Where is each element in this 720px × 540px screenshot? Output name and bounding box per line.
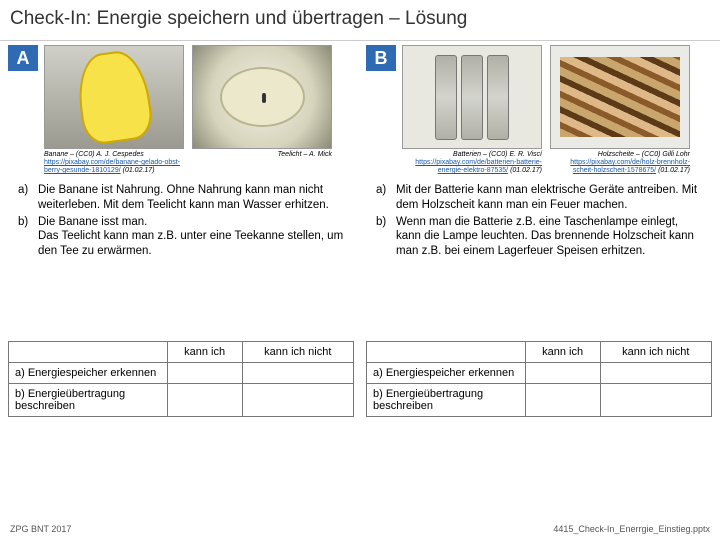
answer-a-text: Mit der Batterie kann man elektrische Ge…	[396, 183, 706, 212]
credit-batteries: Batterien – (CC0) E. R. Viscí https://pi…	[402, 151, 542, 175]
grid-header-can: kann ich	[525, 342, 600, 363]
label-a: a)	[18, 183, 38, 212]
grid-row2-label: b) Energieübertragung beschreiben	[367, 384, 526, 417]
grid-cell[interactable]	[242, 384, 353, 417]
credit-text: Banane – (CC0) A. J. Cespedes	[44, 151, 144, 158]
credit-text: Holzscheite – (CC0) Gilli Lohr	[598, 151, 690, 158]
grid-cell[interactable]	[525, 384, 600, 417]
grid-cell[interactable]	[167, 363, 242, 384]
badge-b: B	[366, 45, 396, 71]
answers-b: a)Mit der Batterie kann man elektrische …	[366, 181, 712, 337]
credit-banana: Banane – (CC0) A. J. Cespedes https://pi…	[44, 151, 184, 175]
credit-date: (01.02.17)	[510, 167, 542, 174]
grid-corner	[367, 342, 526, 363]
grid-header-cannot: kann ich nicht	[242, 342, 353, 363]
credit-firewood: Holzscheite – (CC0) Gilli Lohr https://p…	[550, 151, 690, 175]
image-row-b	[402, 45, 712, 149]
grid-header-can: kann ich	[167, 342, 242, 363]
grid-cell[interactable]	[167, 384, 242, 417]
grid-cell[interactable]	[600, 363, 711, 384]
credit-date: (01.02.17)	[658, 167, 690, 174]
credit-text: Teelicht – A. Mick	[278, 151, 332, 158]
label-b: b)	[376, 215, 396, 259]
grid-corner	[9, 342, 168, 363]
label-a: a)	[376, 183, 396, 212]
grid-row1-label: a) Energiespeicher erkennen	[9, 363, 168, 384]
badge-a: A	[8, 45, 38, 71]
credit-text: Batterien – (CC0) E. R. Viscí	[453, 151, 542, 158]
grid-header-cannot: kann ich nicht	[600, 342, 711, 363]
credits-a: Banane – (CC0) A. J. Cespedes https://pi…	[44, 151, 354, 175]
credits-b: Batterien – (CC0) E. R. Viscí https://pi…	[402, 151, 712, 175]
answer-b-text: Wenn man die Batterie z.B. eine Taschenl…	[396, 215, 706, 259]
page-title: Check-In: Energie speichern und übertrag…	[0, 0, 720, 41]
answer-a-text: Die Banane ist Nahrung. Ohne Nahrung kan…	[38, 183, 348, 212]
credit-tealight: Teelicht – A. Mick	[192, 151, 332, 175]
label-b: b)	[18, 215, 38, 259]
column-a: A Banane – (CC0) A. J. Cespedes https://…	[8, 45, 354, 417]
answers-a: a)Die Banane ist Nahrung. Ohne Nahrung k…	[8, 181, 354, 337]
image-row-a	[44, 45, 354, 149]
grid-cell[interactable]	[600, 384, 711, 417]
credit-date: (01.02.17)	[123, 167, 155, 174]
footer-left: ZPG BNT 2017	[10, 524, 71, 534]
image-banana	[44, 45, 184, 149]
answer-b-text: Die Banane isst man. Das Teelicht kann m…	[38, 215, 348, 259]
grid-a: kann ich kann ich nicht a) Energiespeich…	[8, 341, 354, 417]
grid-b: kann ich kann ich nicht a) Energiespeich…	[366, 341, 712, 417]
grid-cell[interactable]	[525, 363, 600, 384]
grid-row2-label: b) Energieübertragung beschreiben	[9, 384, 168, 417]
footer-right: 4415_Check-In_Enerrgie_Einstieg.pptx	[553, 524, 710, 534]
main-content: A Banane – (CC0) A. J. Cespedes https://…	[0, 41, 720, 417]
image-firewood	[550, 45, 690, 149]
column-b: B Batterien – (CC0) E. R. Viscí https://…	[366, 45, 712, 417]
footer: ZPG BNT 2017 4415_Check-In_Enerrgie_Eins…	[10, 524, 710, 534]
credit-link: https://pixabay.com/de/banane-gelado-obs…	[44, 159, 180, 174]
image-batteries	[402, 45, 542, 149]
image-tealight	[192, 45, 332, 149]
grid-cell[interactable]	[242, 363, 353, 384]
grid-row1-label: a) Energiespeicher erkennen	[367, 363, 526, 384]
